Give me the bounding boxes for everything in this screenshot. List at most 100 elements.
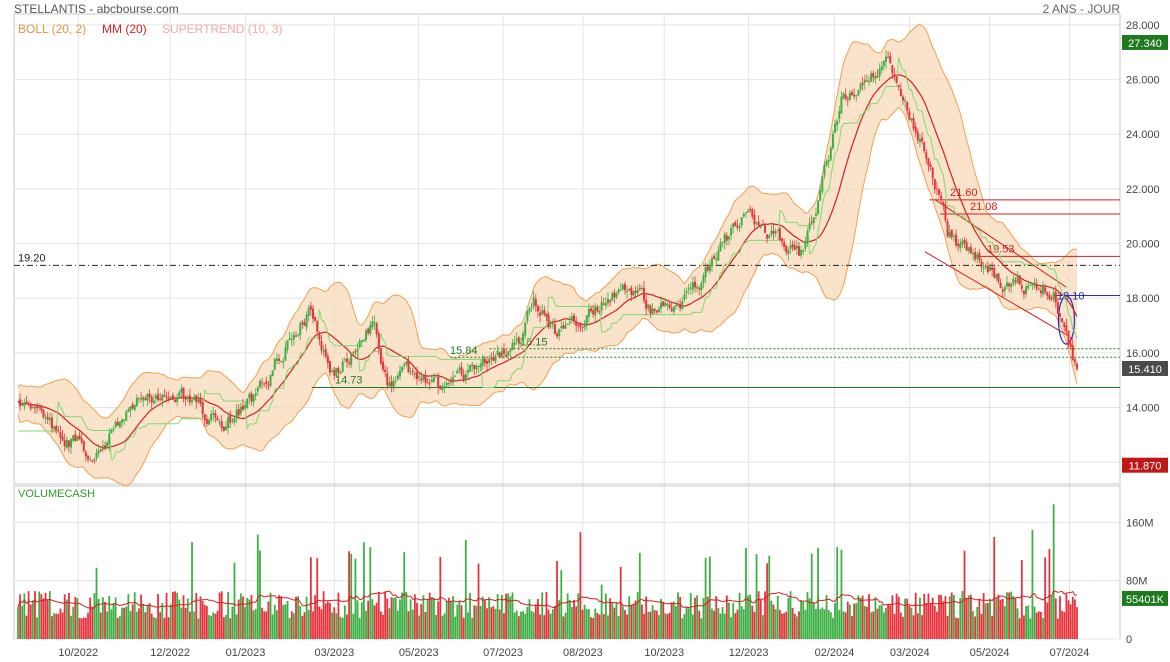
volume-bar	[475, 605, 478, 639]
volume-bar	[356, 600, 359, 639]
volume-bar	[681, 618, 684, 639]
candle-body	[369, 325, 372, 335]
volume-bar	[785, 611, 788, 639]
candle-body	[778, 228, 781, 241]
volume-bar	[749, 594, 752, 639]
candle-body	[157, 394, 160, 400]
candle-body	[218, 422, 221, 424]
volume-bar	[108, 595, 111, 639]
candle-body	[662, 301, 665, 306]
volume-bar	[923, 593, 926, 639]
volume-bar	[571, 606, 573, 639]
volume-bar	[40, 594, 43, 639]
candle-body	[282, 360, 285, 363]
candle-body	[167, 397, 170, 400]
volume-bar	[895, 593, 898, 639]
candle-body	[186, 397, 189, 399]
candle-body	[645, 299, 648, 310]
candle-body	[309, 305, 312, 310]
candle-body	[566, 323, 569, 325]
candle-body	[906, 101, 909, 111]
volume-bar	[180, 607, 183, 639]
candle-body	[904, 100, 907, 102]
volume-bar	[832, 617, 834, 639]
candle-body	[23, 402, 26, 407]
volume-bar	[178, 599, 181, 639]
volume-bar	[912, 615, 915, 639]
candle-body	[723, 233, 726, 243]
candle-body	[802, 250, 805, 252]
candle-body	[1027, 285, 1030, 289]
volume-bar	[539, 614, 541, 639]
volume-bar	[477, 563, 480, 639]
volume-bar	[672, 601, 675, 639]
volume-bar	[959, 598, 962, 639]
volume-bar	[925, 602, 928, 639]
candle-body	[305, 314, 308, 328]
volume-bar	[653, 610, 656, 639]
candle-body	[386, 373, 389, 386]
candle-body	[84, 452, 87, 457]
legend-mm[interactable]: MM (20)	[102, 22, 147, 36]
candle-body	[295, 335, 298, 337]
candle-body	[479, 363, 482, 368]
volume-bar	[1054, 598, 1057, 639]
volume-bar	[57, 613, 60, 639]
candle-body	[736, 225, 739, 228]
candle-body	[865, 80, 868, 82]
candle-body	[106, 442, 109, 448]
candle-body	[500, 350, 503, 357]
candle-body	[275, 358, 278, 361]
volume-bar	[691, 614, 694, 639]
candle-body	[969, 246, 972, 254]
volume-bar	[1063, 611, 1066, 639]
candle-body	[29, 404, 32, 409]
candle-body	[683, 294, 686, 300]
candle-body	[210, 413, 213, 421]
volume-bar	[596, 612, 599, 639]
candle-body	[804, 241, 807, 249]
period-label[interactable]: 2 ANS - JOUR	[1042, 2, 1120, 16]
volume-bar	[628, 596, 631, 639]
candle-body	[967, 247, 970, 252]
candle-body	[955, 234, 958, 246]
volume-bar	[1031, 529, 1034, 639]
candle-body	[284, 347, 287, 361]
volume-bar	[282, 604, 285, 639]
candle-body	[598, 311, 601, 313]
volume-bar	[193, 611, 196, 639]
volume-bar	[237, 599, 240, 639]
legend-boll[interactable]: BOLL (20, 2)	[18, 22, 87, 36]
candle-body	[55, 425, 58, 431]
volume-bar	[772, 604, 775, 639]
candle-body	[356, 349, 359, 352]
candle-body	[708, 264, 711, 271]
candle-body	[834, 123, 837, 133]
volume-bar	[498, 609, 501, 639]
candle-body	[952, 236, 955, 238]
volume-bar	[435, 615, 437, 639]
candle-body	[231, 420, 234, 422]
candle-body	[303, 322, 306, 326]
volume-bar	[946, 615, 949, 639]
candle-body	[377, 333, 380, 349]
price-tick-label: 28.000	[1126, 20, 1160, 32]
volume-bar	[503, 613, 505, 639]
candle-body	[496, 350, 499, 356]
legend-supertrend[interactable]: SUPERTREND (10, 3)	[162, 22, 283, 36]
volume-bar	[804, 609, 807, 639]
candle-body	[702, 275, 705, 283]
volume-bar	[528, 599, 531, 639]
candle-body	[1018, 275, 1021, 285]
candle-body	[575, 322, 578, 326]
volume-bar	[227, 591, 230, 639]
volume-bar	[604, 593, 607, 639]
candle-body	[208, 419, 211, 425]
candle-body	[812, 217, 815, 223]
candle-body	[901, 96, 904, 101]
volume-bar	[963, 550, 966, 639]
candle-body	[1056, 302, 1059, 314]
candle-body	[188, 395, 191, 403]
volume-bar	[624, 610, 626, 639]
